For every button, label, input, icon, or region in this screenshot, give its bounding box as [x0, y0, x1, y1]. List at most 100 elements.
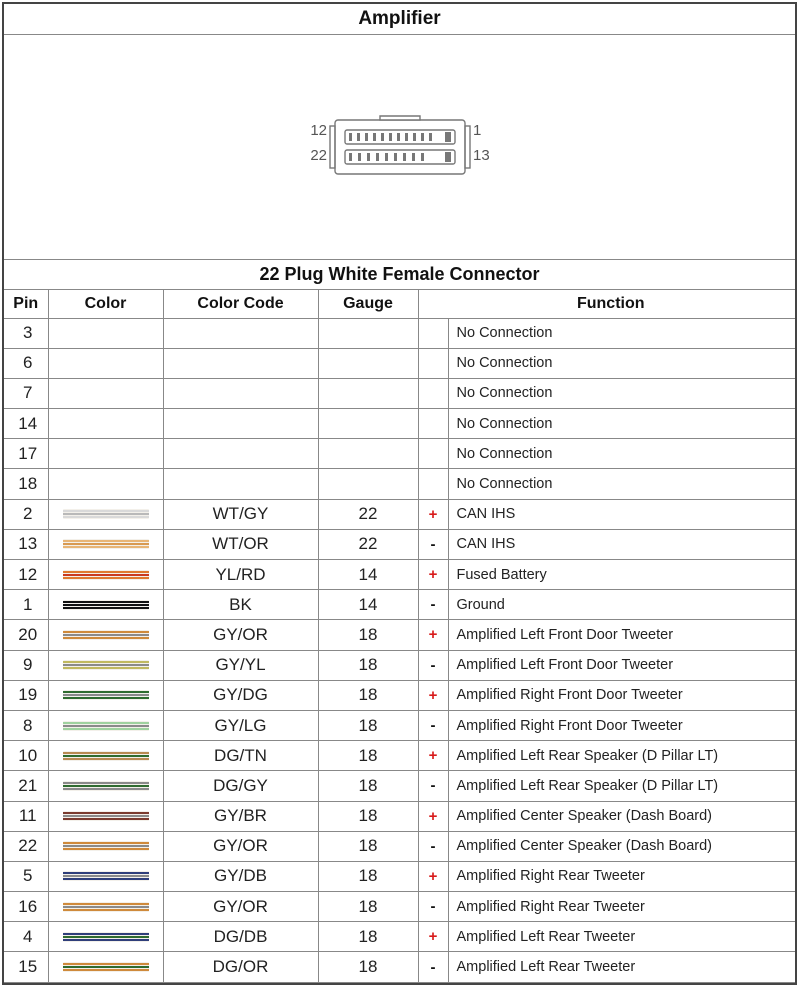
cell-pin: 4: [4, 922, 48, 952]
cell-pin: 11: [4, 801, 48, 831]
wire-icon: [63, 902, 149, 912]
cell-color-swatch: [48, 952, 163, 982]
table-row: 9GY/YL18-Amplified Left Front Door Tweet…: [4, 650, 795, 680]
cell-polarity: [418, 409, 448, 439]
cell-polarity: +: [418, 620, 448, 650]
wire-icon: [63, 781, 149, 791]
wire-icon: [63, 660, 149, 670]
cell-function: Amplified Left Front Door Tweeter: [448, 650, 795, 680]
table-row: 2WT/GY22+CAN IHS: [4, 499, 795, 529]
cell-function: Amplified Left Rear Speaker (D Pillar LT…: [448, 771, 795, 801]
cell-function: Amplified Right Rear Tweeter: [448, 892, 795, 922]
cell-polarity: -: [418, 831, 448, 861]
cell-pin: 8: [4, 710, 48, 740]
cell-color-swatch: [48, 318, 163, 348]
cell-function: Amplified Left Front Door Tweeter: [448, 620, 795, 650]
cell-function: Amplified Left Rear Tweeter: [448, 952, 795, 982]
cell-polarity: [418, 469, 448, 499]
table-row: 7No Connection: [4, 378, 795, 408]
table-row: 22GY/OR18-Amplified Center Speaker (Dash…: [4, 831, 795, 861]
cell-color-swatch: [48, 650, 163, 680]
connector-diagram: 12 22 1 13: [4, 35, 795, 260]
cell-pin: 22: [4, 831, 48, 861]
cell-color-code: GY/DB: [163, 861, 318, 891]
connector-subtitle: 22 Plug White Female Connector: [4, 260, 795, 290]
cell-polarity: -: [418, 650, 448, 680]
cell-polarity: +: [418, 680, 448, 710]
conn-label-bl: 22: [310, 147, 327, 164]
cell-color-swatch: [48, 378, 163, 408]
cell-function: No Connection: [448, 409, 795, 439]
wire-icon: [63, 630, 149, 640]
cell-function: Amplified Right Front Door Tweeter: [448, 680, 795, 710]
cell-polarity: [418, 348, 448, 378]
cell-function: No Connection: [448, 348, 795, 378]
cell-pin: 2: [4, 499, 48, 529]
cell-color-code: GY/YL: [163, 650, 318, 680]
cell-function: Amplified Left Rear Speaker (D Pillar LT…: [448, 741, 795, 771]
table-row: 18 No Connection: [4, 469, 795, 499]
cell-pin: 17: [4, 439, 48, 469]
cell-polarity: +: [418, 560, 448, 590]
cell-gauge: 18: [318, 831, 418, 861]
pinout-document: Amplifier 12 22 1 13: [2, 2, 797, 985]
cell-polarity: [418, 439, 448, 469]
cell-gauge: 22: [318, 529, 418, 559]
conn-label-tl: 12: [310, 122, 327, 139]
wire-icon: [63, 509, 149, 519]
cell-pin: 10: [4, 741, 48, 771]
pinout-table: Pin Color Color Code Gauge Function 3No …: [4, 290, 795, 983]
cell-color-swatch: [48, 439, 163, 469]
cell-pin: 20: [4, 620, 48, 650]
cell-color-code: [163, 439, 318, 469]
cell-color-code: DG/DB: [163, 922, 318, 952]
cell-gauge: [318, 318, 418, 348]
cell-color-swatch: [48, 560, 163, 590]
wire-icon: [63, 690, 149, 700]
cell-function: Amplified Right Front Door Tweeter: [448, 710, 795, 740]
wire-icon: [63, 932, 149, 942]
cell-polarity: -: [418, 892, 448, 922]
cell-pin: 18: [4, 469, 48, 499]
cell-color-swatch: [48, 861, 163, 891]
cell-gauge: [318, 348, 418, 378]
connector-icon: 12 22 1 13: [295, 102, 505, 192]
cell-function: Amplified Left Rear Tweeter: [448, 922, 795, 952]
cell-color-code: [163, 378, 318, 408]
table-row: 11GY/BR18+Amplified Center Speaker (Dash…: [4, 801, 795, 831]
wire-icon: [63, 570, 149, 580]
cell-color-swatch: [48, 892, 163, 922]
cell-color-code: GY/DG: [163, 680, 318, 710]
cell-pin: 9: [4, 650, 48, 680]
table-row: 16GY/OR18-Amplified Right Rear Tweeter: [4, 892, 795, 922]
cell-color-code: GY/LG: [163, 710, 318, 740]
cell-color-code: [163, 469, 318, 499]
cell-gauge: [318, 378, 418, 408]
cell-gauge: 18: [318, 861, 418, 891]
cell-polarity: +: [418, 861, 448, 891]
cell-pin: 3: [4, 318, 48, 348]
cell-gauge: [318, 439, 418, 469]
cell-color-code: GY/OR: [163, 620, 318, 650]
cell-color-code: DG/OR: [163, 952, 318, 982]
cell-function: Amplified Center Speaker (Dash Board): [448, 831, 795, 861]
wire-icon: [63, 721, 149, 731]
cell-pin: 12: [4, 560, 48, 590]
cell-gauge: 18: [318, 771, 418, 801]
cell-pin: 7: [4, 378, 48, 408]
table-row: 6 No Connection: [4, 348, 795, 378]
page-title: Amplifier: [4, 4, 795, 35]
table-row: 3No Connection: [4, 318, 795, 348]
cell-polarity: -: [418, 771, 448, 801]
cell-function: No Connection: [448, 469, 795, 499]
cell-pin: 14: [4, 409, 48, 439]
cell-gauge: 18: [318, 680, 418, 710]
cell-color-swatch: [48, 801, 163, 831]
cell-pin: 21: [4, 771, 48, 801]
cell-pin: 5: [4, 861, 48, 891]
cell-gauge: 18: [318, 710, 418, 740]
cell-gauge: 18: [318, 741, 418, 771]
table-row: 4DG/DB18+Amplified Left Rear Tweeter: [4, 922, 795, 952]
cell-pin: 6: [4, 348, 48, 378]
wire-icon: [63, 751, 149, 761]
